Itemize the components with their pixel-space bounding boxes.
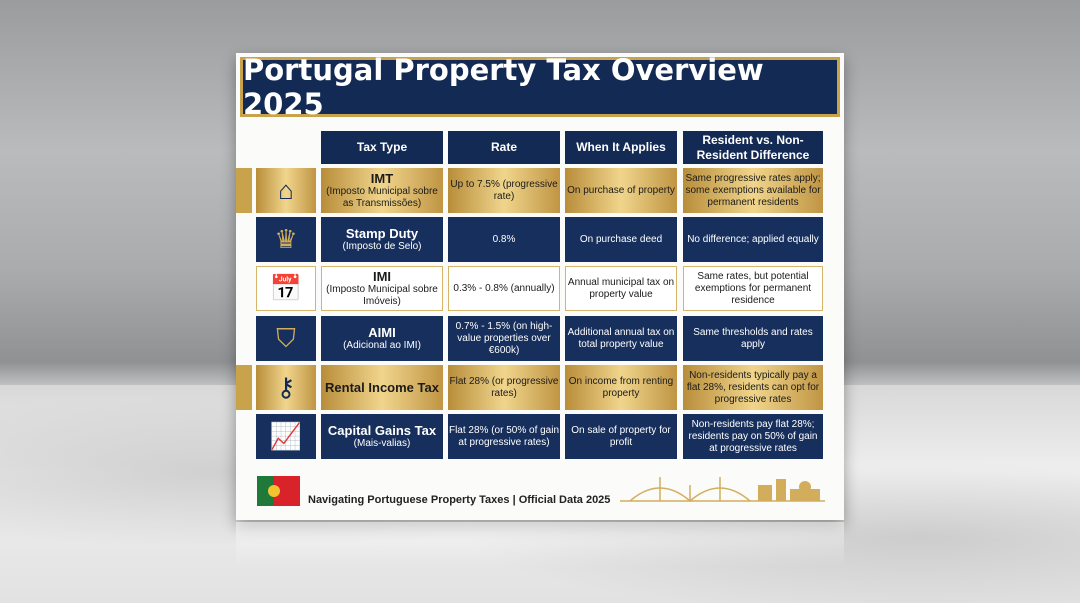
difference-text: Non-residents pay flat 28%; residents pa… [688,418,818,454]
difference-cell: Same rates, but potential exemptions for… [683,266,823,311]
when-cell: On income from renting property [565,365,677,410]
header-label: When It Applies [576,140,666,155]
row-tab [236,168,252,213]
difference-text: No difference; applied equally [687,233,819,245]
rate-cell: 0.7% - 1.5% (on high-value properties ov… [448,316,560,361]
when-text: Additional annual tax on total property … [567,326,675,350]
header-label: Resident vs. Non-Resident Difference [696,133,810,162]
difference-cell: Same progressive rates apply; some exemp… [683,168,823,213]
column-header: Tax Type [321,131,443,164]
rate-text: 0.7% - 1.5% (on high-value properties ov… [455,320,553,356]
tax-name: Rental Income Tax [325,379,439,395]
rate-text: Flat 28% (or progressive rates) [449,375,559,399]
tax-name: IMT [370,170,394,186]
when-text: On sale of property for profit [571,424,671,448]
difference-cell: Non-residents typically pay a flat 28%, … [683,365,823,410]
header-label: Rate [490,140,517,155]
rate-text: Flat 28% (or 50% of gain at progressive … [448,424,560,448]
lisbon-skyline-icon [620,477,825,502]
board-reflection [236,522,844,567]
portugal-flag-icon [257,476,300,506]
column-header: Resident vs. Non-Resident Difference [683,131,823,164]
tax-type-cell: IMI (Imposto Municipal sobre Imóveis) [321,266,443,311]
tax-type-cell: Stamp Duty (Imposto de Selo) [321,217,443,262]
when-cell: On sale of property for profit [565,414,677,459]
when-text: On income from renting property [568,375,674,399]
page-title: Portugal Property Tax Overview 2025 [240,53,840,121]
rate-text: Up to 7.5% (progressive rate) [450,178,558,202]
tax-subtitle: (Adicional ao IMI) [343,340,421,352]
infographic-board: Portugal Property Tax Overview 2025 Navi… [236,53,844,520]
row-tab [236,365,252,410]
header-label: Tax Type [356,140,408,155]
tax-type-cell: IMT (Imposto Municipal sobre as Transmiss… [321,168,443,213]
tax-name: AIMI [368,324,396,340]
difference-cell: No difference; applied equally [683,217,823,262]
tax-name: Capital Gains Tax [327,422,437,438]
shield-star-icon: ⛉ [256,316,316,361]
footer-caption: Navigating Portuguese Property Taxes | O… [308,494,611,506]
tax-type-cell: Capital Gains Tax (Mais-valias) [321,414,443,459]
difference-cell: Same thresholds and rates apply [683,316,823,361]
house-icon: ⌂ [256,168,316,213]
when-text: On purchase deed [579,233,663,245]
tax-subtitle: (Mais-valias) [353,438,411,450]
column-header: When It Applies [565,131,677,164]
rate-cell: Up to 7.5% (progressive rate) [448,168,560,213]
rate-cell: 0.8% [448,217,560,262]
tax-subtitle: (Imposto Municipal sobre as Transmissões… [326,186,438,210]
when-text: Annual municipal tax on property value [567,276,675,300]
when-cell: Additional annual tax on total property … [565,316,677,361]
rate-text: 0.3% - 0.8% (annually) [453,282,555,294]
key-icon: ⚷ [256,365,316,410]
rate-text: 0.8% [492,233,516,245]
tax-name: IMI [372,268,392,284]
rate-cell: Flat 28% (or 50% of gain at progressive … [448,414,560,459]
difference-cell: Non-residents pay flat 28%; residents pa… [683,414,823,459]
tax-name: Stamp Duty [345,225,419,241]
growth-chart-icon: 📈 [256,414,316,459]
tax-subtitle: (Imposto de Selo) [342,241,422,253]
calendar-check-icon: 📅 [256,266,316,311]
when-cell: Annual municipal tax on property value [565,266,677,311]
difference-text: Same progressive rates apply; some exemp… [685,172,821,208]
rate-cell: 0.3% - 0.8% (annually) [448,266,560,311]
when-cell: On purchase of property [565,168,677,213]
difference-text: Non-residents typically pay a flat 28%, … [686,369,820,405]
difference-text: Same rates, but potential exemptions for… [694,270,812,306]
tax-subtitle: (Imposto Municipal sobre Imóveis) [326,284,438,308]
stamp-seal-icon: ♛ [256,217,316,262]
difference-text: Same thresholds and rates apply [693,326,813,350]
when-text: On purchase of property [567,184,675,196]
when-cell: On purchase deed [565,217,677,262]
tax-type-cell: Rental Income Tax [321,365,443,410]
column-header: Rate [448,131,560,164]
rate-cell: Flat 28% (or progressive rates) [448,365,560,410]
tax-type-cell: AIMI (Adicional ao IMI) [321,316,443,361]
